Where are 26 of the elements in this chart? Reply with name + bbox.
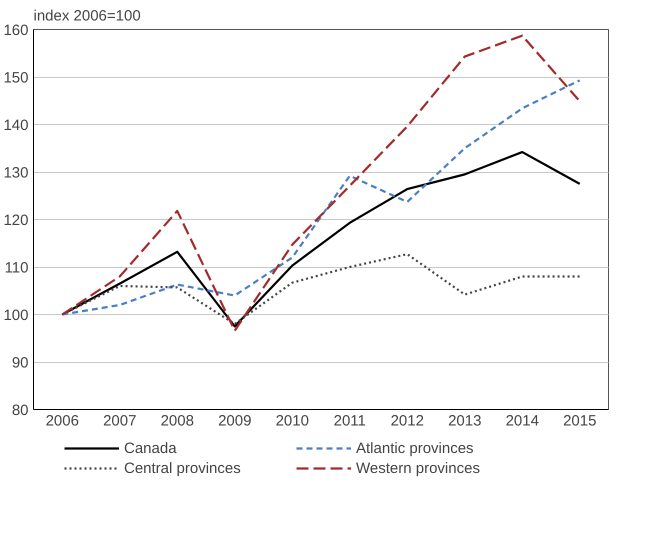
x-tick-label: 2007 [103,412,136,430]
x-tick-label: 2008 [160,412,194,430]
x-tick-label: 2012 [390,412,424,430]
legend-label: Canada [124,439,178,457]
x-tick-label: 2010 [276,412,309,430]
x-tick-label: 2009 [218,412,252,430]
y-axis-title: index 2006=100 [34,8,141,24]
x-tick-label: 2013 [448,412,482,430]
legend-label: Western provinces [356,459,481,477]
legend-label: Atlantic provinces [356,439,475,457]
y-tick-label: 110 [4,260,29,276]
line-series [61,34,581,332]
y-tick-label: 140 [3,117,29,134]
x-tick-label: 2015 [563,412,596,430]
y-tick-label: 90 [12,354,29,372]
x-tick-label: 2014 [506,412,539,430]
y-tick-label: 120 [3,212,29,229]
y-tick-label: 150 [3,70,29,86]
y-tick-label: 160 [3,22,29,39]
legend-label: Central provinces [124,459,242,477]
y-tick-label: 130 [3,164,29,182]
line-series [61,79,581,316]
y-tick-label: 80 [12,402,29,419]
x-tick-label: 2011 [334,412,366,430]
x-tick-label: 2006 [46,412,79,430]
y-tick-label: 100 [3,307,29,324]
